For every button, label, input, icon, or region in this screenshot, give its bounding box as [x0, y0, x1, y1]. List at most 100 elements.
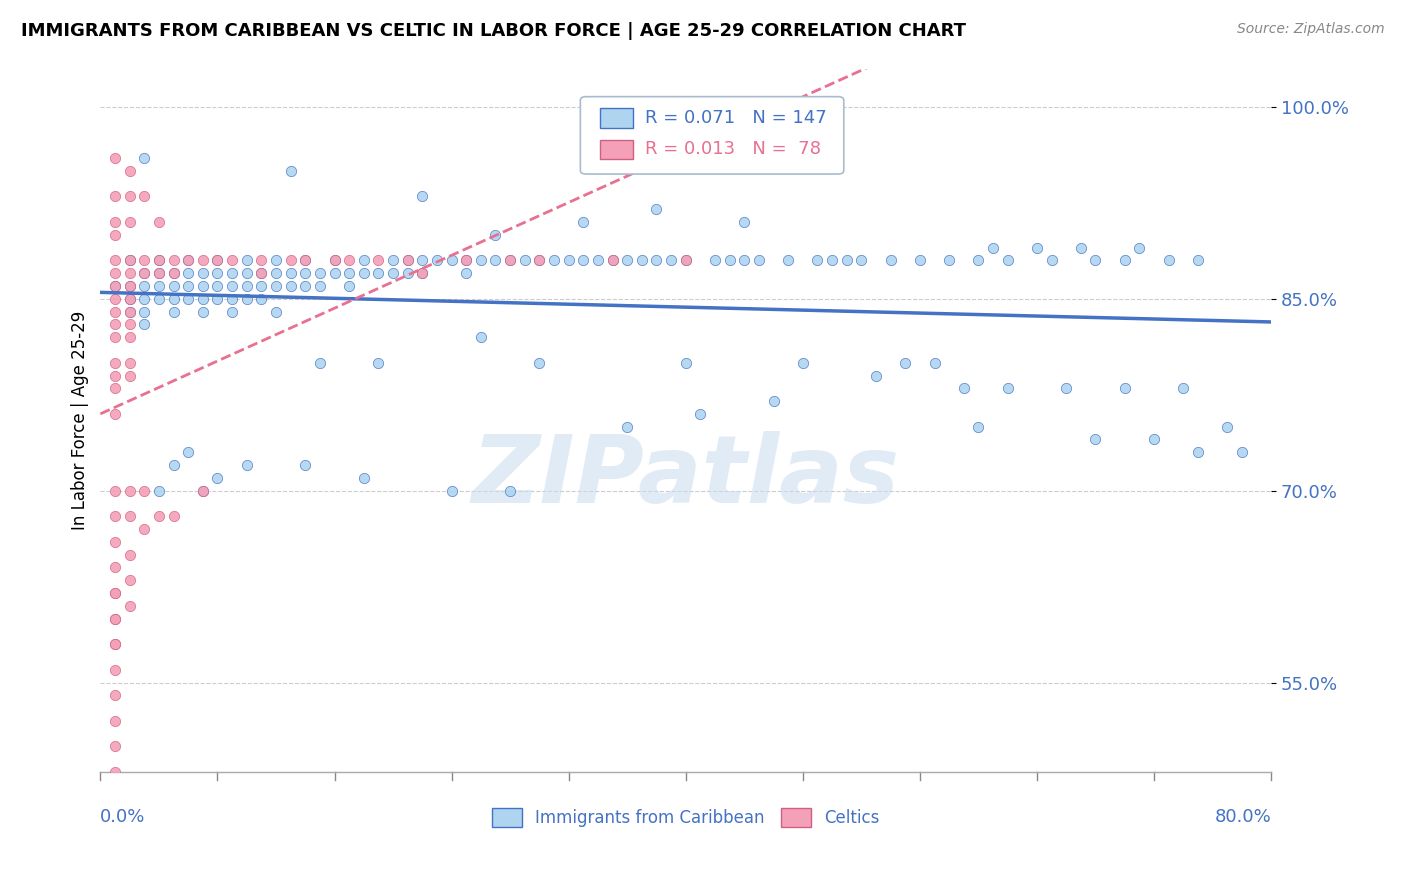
Point — [134, 522, 156, 536]
Point — [1157, 253, 1180, 268]
Point — [191, 266, 214, 280]
Point — [938, 253, 960, 268]
Point — [323, 253, 346, 268]
Point — [207, 292, 229, 306]
Point — [470, 330, 492, 344]
Point — [191, 292, 214, 306]
Point — [177, 279, 200, 293]
Point — [309, 266, 332, 280]
Point — [148, 266, 170, 280]
Y-axis label: In Labor Force | Age 25-29: In Labor Force | Age 25-29 — [72, 310, 89, 530]
Point — [778, 253, 800, 268]
Text: Source: ZipAtlas.com: Source: ZipAtlas.com — [1237, 22, 1385, 37]
Point — [162, 509, 184, 524]
Point — [1187, 253, 1209, 268]
Point — [689, 407, 711, 421]
Point — [118, 318, 141, 332]
Point — [118, 292, 141, 306]
Point — [718, 253, 741, 268]
Point — [675, 253, 697, 268]
Point — [104, 330, 127, 344]
Point — [221, 279, 243, 293]
Point — [645, 253, 668, 268]
Point — [118, 292, 141, 306]
Point — [118, 279, 141, 293]
Point — [104, 586, 127, 600]
Text: 80.0%: 80.0% — [1215, 808, 1271, 826]
Point — [879, 253, 901, 268]
Point — [104, 560, 127, 574]
Point — [104, 253, 127, 268]
Point — [104, 765, 127, 780]
Point — [162, 292, 184, 306]
Point — [148, 279, 170, 293]
Point — [118, 573, 141, 587]
FancyBboxPatch shape — [600, 139, 633, 160]
Point — [337, 253, 360, 268]
Point — [177, 266, 200, 280]
Point — [572, 215, 595, 229]
Point — [104, 151, 127, 165]
Point — [177, 445, 200, 459]
Point — [250, 253, 273, 268]
Point — [513, 253, 536, 268]
Point — [104, 266, 127, 280]
Point — [748, 253, 770, 268]
Point — [118, 253, 141, 268]
Point — [952, 381, 974, 395]
Point — [280, 279, 302, 293]
Point — [264, 304, 287, 318]
Point — [967, 253, 990, 268]
Point — [104, 611, 127, 625]
Point — [118, 215, 141, 229]
Point — [104, 739, 127, 754]
Point — [1040, 253, 1063, 268]
Point — [104, 714, 127, 728]
Point — [367, 356, 389, 370]
Point — [440, 483, 463, 498]
Point — [616, 419, 638, 434]
Point — [1026, 241, 1049, 255]
Point — [207, 279, 229, 293]
Point — [323, 266, 346, 280]
Point — [104, 368, 127, 383]
Point — [602, 253, 624, 268]
FancyBboxPatch shape — [600, 108, 633, 128]
Point — [456, 266, 478, 280]
Point — [118, 548, 141, 562]
Point — [426, 253, 449, 268]
Point — [134, 292, 156, 306]
Point — [118, 509, 141, 524]
Point — [191, 253, 214, 268]
Point — [353, 471, 375, 485]
Point — [134, 189, 156, 203]
Point — [353, 266, 375, 280]
Point — [221, 304, 243, 318]
Text: R = 0.013   N =  78: R = 0.013 N = 78 — [645, 140, 821, 159]
Point — [323, 253, 346, 268]
Point — [134, 279, 156, 293]
Point — [411, 253, 433, 268]
Point — [280, 164, 302, 178]
Point — [586, 253, 609, 268]
Point — [981, 241, 1004, 255]
Point — [235, 292, 257, 306]
Point — [337, 279, 360, 293]
Point — [499, 253, 522, 268]
Point — [207, 253, 229, 268]
Point — [294, 266, 316, 280]
Point — [675, 253, 697, 268]
Point — [134, 318, 156, 332]
Point — [250, 279, 273, 293]
Point — [162, 266, 184, 280]
Point — [104, 663, 127, 677]
Point — [148, 509, 170, 524]
Point — [221, 266, 243, 280]
Point — [250, 292, 273, 306]
Point — [294, 458, 316, 472]
Point — [104, 611, 127, 625]
Point — [456, 253, 478, 268]
Point — [264, 266, 287, 280]
Text: 0.0%: 0.0% — [100, 808, 146, 826]
Point — [250, 266, 273, 280]
